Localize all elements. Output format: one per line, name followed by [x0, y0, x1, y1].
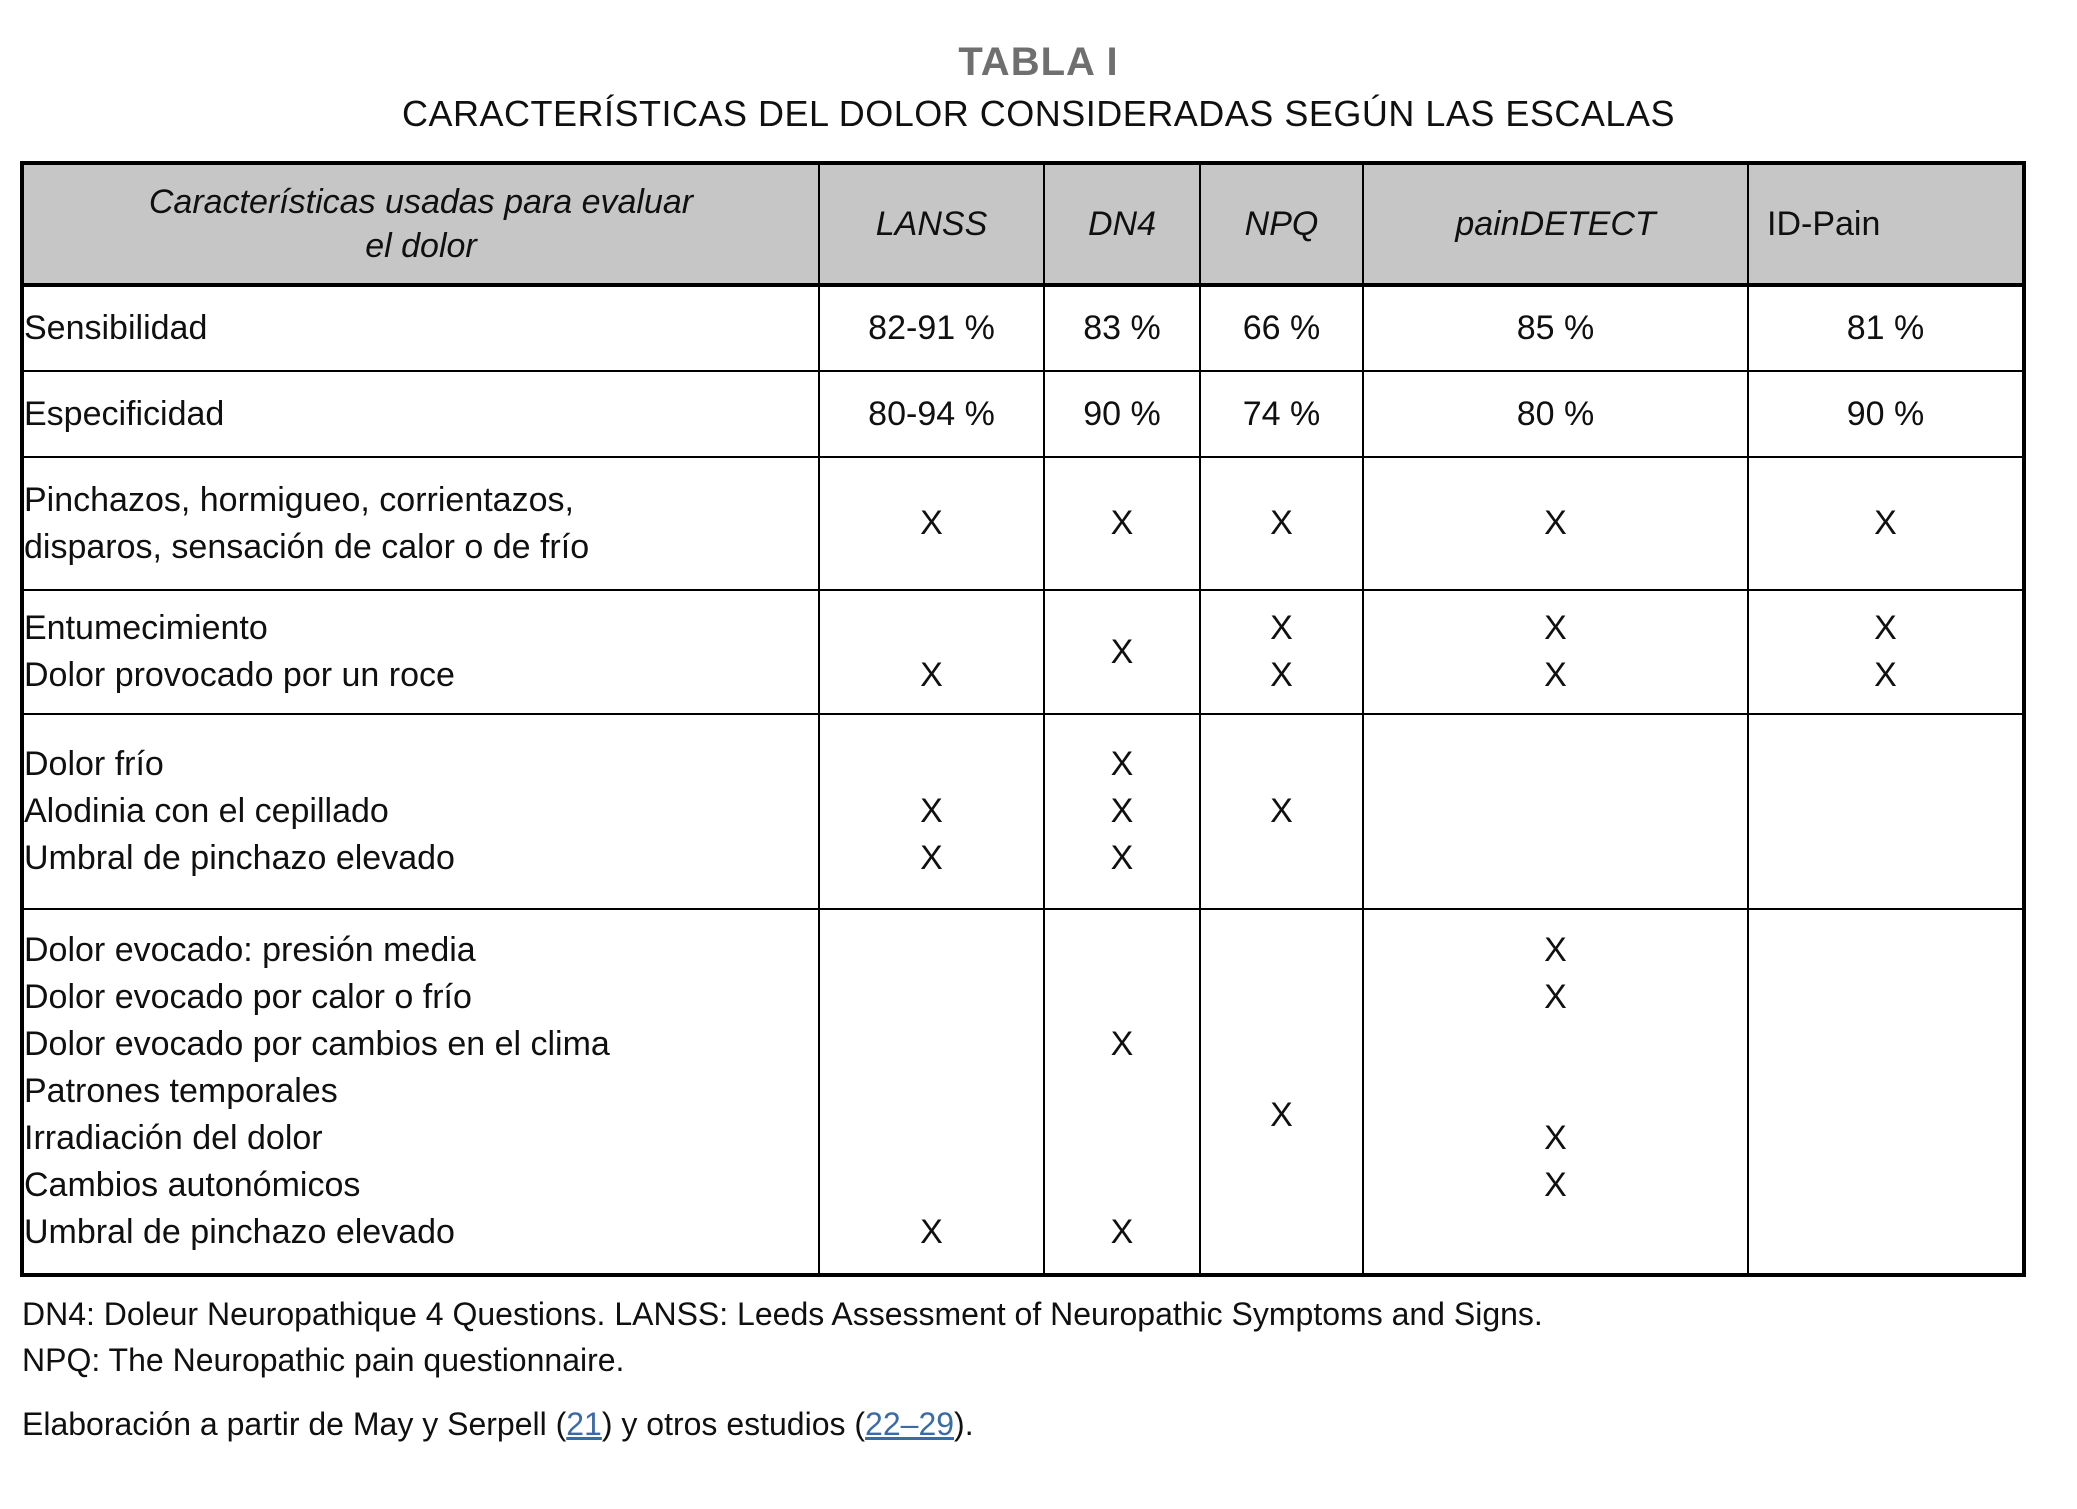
- cell-sensibilidad-paindetect: 85 %: [1362, 284, 1749, 372]
- col-header-idpain: ID-Pain: [1747, 162, 2025, 287]
- row-dolor-evocado: Dolor evocado: presión media Dolor evocad…: [21, 908, 2025, 1276]
- row-entumecimiento: Entumecimiento Dolor provocado por un roc…: [21, 589, 2025, 715]
- cell-pinchazos-npq: X: [1199, 456, 1364, 591]
- header-row: Características usadas para evaluar el d…: [21, 162, 2025, 287]
- cell-especificidad-dn4: 90 %: [1043, 370, 1201, 458]
- cell-entumecimiento-lanss: X: [818, 589, 1045, 715]
- col-header-npq: NPQ: [1199, 162, 1364, 287]
- row-dolor-frio: Dolor frío Alodinia con el cepillado Umbra…: [21, 713, 2025, 910]
- label-dolor-frio: Dolor frío Alodinia con el cepillado Umbra…: [21, 713, 820, 910]
- cell-dolorevocado-npq: X: [1199, 908, 1364, 1276]
- cell-especificidad-idpain: 90 %: [1747, 370, 2025, 458]
- row-especificidad: Especificidad 80-94 % 90 % 74 % 80 % 90 …: [21, 370, 2025, 458]
- page-title: TABLA I: [958, 40, 1119, 84]
- row-sensibilidad: Sensibilidad 82-91 % 83 % 66 % 85 % 81 %: [21, 284, 2025, 372]
- cell-pinchazos-idpain: X: [1747, 456, 2025, 591]
- label-sensibilidad: Sensibilidad: [21, 284, 820, 372]
- row-pinchazos: Pinchazos, hormigueo, corrientazos, dispa…: [21, 456, 2025, 591]
- cell-dolorevocado-lanss: X: [818, 908, 1045, 1276]
- col-header-paindetect: painDETECT: [1362, 162, 1749, 287]
- cell-entumecimiento-dn4: X: [1043, 589, 1201, 715]
- cell-pinchazos-lanss: X: [818, 456, 1045, 591]
- elaboracion-suffix: ).: [954, 1406, 974, 1442]
- reference-link-21[interactable]: 21: [566, 1406, 602, 1442]
- footnote-elaboracion: Elaboración a partir de May y Serpell (2…: [22, 1401, 2077, 1447]
- reference-link-22-29[interactable]: 22–29: [865, 1406, 955, 1442]
- cell-pinchazos-dn4: X: [1043, 456, 1201, 591]
- cell-dolorevocado-idpain: [1747, 908, 2025, 1276]
- npq-mark-between-lines: X: [1270, 1096, 1293, 1134]
- elaboracion-middle: ) y otros estudios (: [601, 1406, 866, 1442]
- cell-dolorfrio-npq: X: [1199, 713, 1364, 910]
- cell-especificidad-paindetect: 80 %: [1362, 370, 1749, 458]
- col-header-lanss: LANSS: [818, 162, 1045, 287]
- label-dolor-evocado: Dolor evocado: presión media Dolor evocad…: [21, 908, 820, 1276]
- col-header-caracteristicas: Características usadas para evaluar el d…: [21, 162, 820, 287]
- cell-sensibilidad-lanss: 82-91 %: [818, 284, 1045, 372]
- footnote-abbreviations-1: DN4: Doleur Neuropathique 4 Questions. L…: [22, 1296, 1543, 1332]
- header-label-line2: el dolor: [365, 227, 477, 265]
- label-entumecimiento: Entumecimiento Dolor provocado por un roc…: [21, 589, 820, 715]
- cell-sensibilidad-dn4: 83 %: [1043, 284, 1201, 372]
- label-pinchazos: Pinchazos, hormigueo, corrientazos, dispa…: [21, 456, 820, 591]
- cell-sensibilidad-npq: 66 %: [1199, 284, 1364, 372]
- col-header-dn4: DN4: [1043, 162, 1201, 287]
- cell-pinchazos-paindetect: X: [1362, 456, 1749, 591]
- cell-especificidad-lanss: 80-94 %: [818, 370, 1045, 458]
- header-label-line1: Características usadas para evaluar: [148, 183, 694, 221]
- footnotes: DN4: Doleur Neuropathique 4 Questions. L…: [22, 1291, 2077, 1447]
- cell-dolorfrio-idpain: [1747, 713, 2025, 910]
- footnote-abbreviations-2: NPQ: The Neuropathic pain questionnaire.: [22, 1342, 625, 1378]
- cell-especificidad-npq: 74 %: [1199, 370, 1364, 458]
- cell-sensibilidad-idpain: 81 %: [1747, 284, 2025, 372]
- pain-characteristics-table: Características usadas para evaluar el d…: [20, 161, 2026, 1277]
- cell-dolorfrio-paindetect: [1362, 713, 1749, 910]
- elaboracion-prefix: Elaboración a partir de May y Serpell (: [22, 1406, 567, 1442]
- page-subtitle: CARACTERÍSTICAS DEL DOLOR CONSIDERADAS S…: [402, 93, 1675, 134]
- label-especificidad: Especificidad: [21, 370, 820, 458]
